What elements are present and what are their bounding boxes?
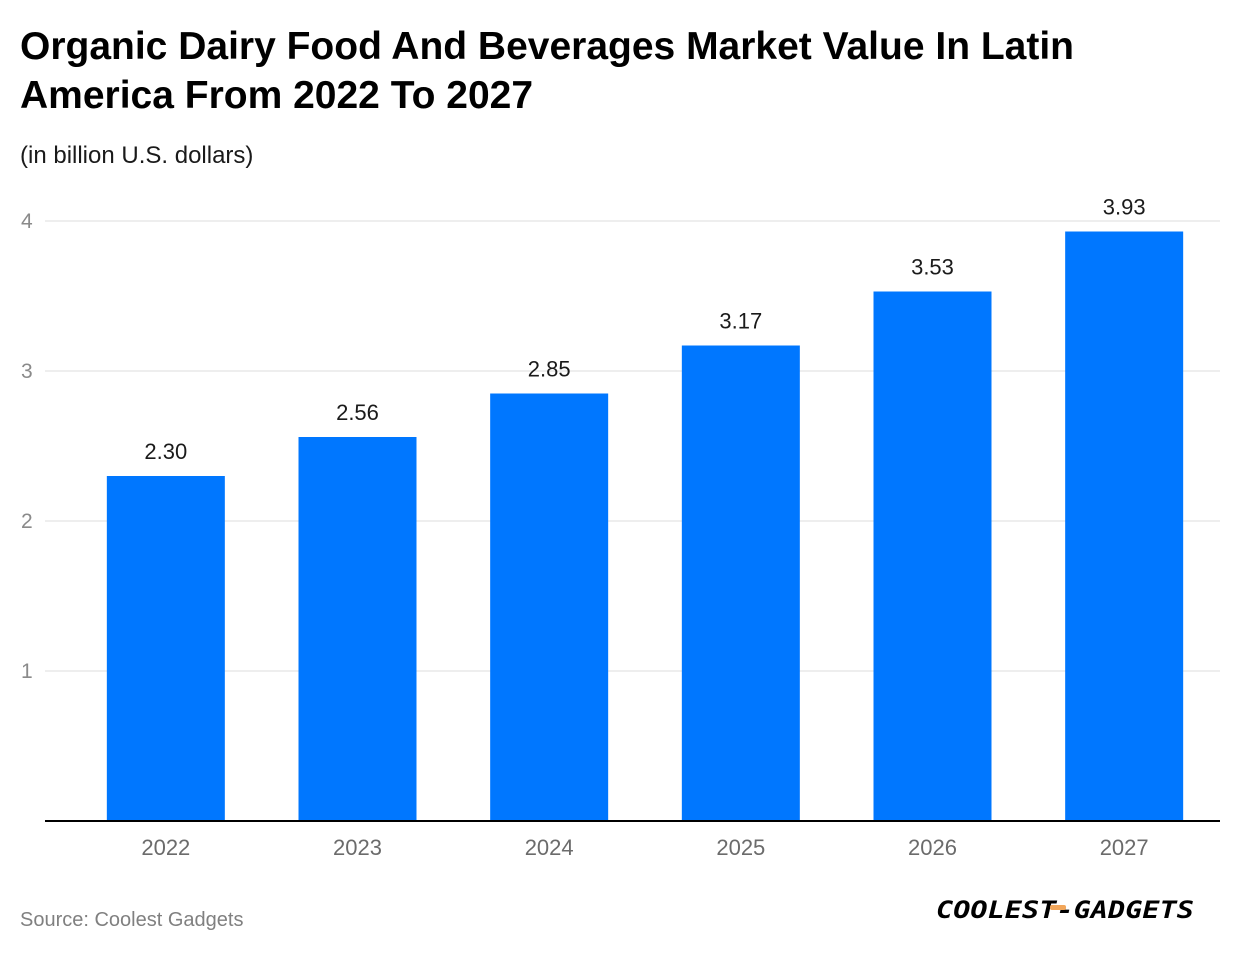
bar <box>1065 231 1184 821</box>
bar <box>106 476 225 821</box>
bar <box>681 345 800 821</box>
bars <box>106 231 1184 821</box>
source-note: Source: Coolest Gadgets <box>20 909 244 931</box>
x-tick-label: 2026 <box>908 835 957 860</box>
brand-accent-dash <box>1050 905 1066 910</box>
brand-logo-text: COOLEST-GADGETS <box>936 896 1194 924</box>
x-tick-label: 2024 <box>525 835 574 860</box>
bar-value-label: 3.17 <box>719 309 762 334</box>
x-tick-label: 2025 <box>716 835 765 860</box>
brand-logo: COOLEST-GADGETS <box>936 896 1194 924</box>
y-tick-label: 3 <box>21 360 33 383</box>
x-axis-ticks: 2022 2023 2024 2025 2026 2027 <box>141 835 1148 860</box>
bar-value-label: 3.53 <box>911 255 954 280</box>
gridlines <box>45 220 1220 672</box>
y-tick-label: 2 <box>21 510 33 533</box>
bar <box>490 393 609 821</box>
bar <box>873 291 992 821</box>
bar-value-label: 2.56 <box>336 400 379 425</box>
bar <box>298 437 417 821</box>
chart-title: Organic Dairy Food And Beverages Market … <box>20 25 1075 117</box>
x-tick-label: 2027 <box>1100 835 1149 860</box>
value-labels: 2.30 2.56 2.85 3.17 3.53 3.93 <box>144 195 1145 465</box>
y-axis-ticks: 1 2 3 4 <box>21 210 33 683</box>
y-tick-label: 1 <box>21 660 33 683</box>
y-tick-label: 4 <box>21 210 33 233</box>
bar-value-label: 2.30 <box>144 439 187 464</box>
bar-value-label: 3.93 <box>1103 195 1146 220</box>
x-tick-label: 2023 <box>333 835 382 860</box>
bar-value-label: 2.85 <box>528 357 571 382</box>
x-tick-label: 2022 <box>141 835 190 860</box>
chart-subtitle: (in billion U.S. dollars) <box>20 142 254 169</box>
